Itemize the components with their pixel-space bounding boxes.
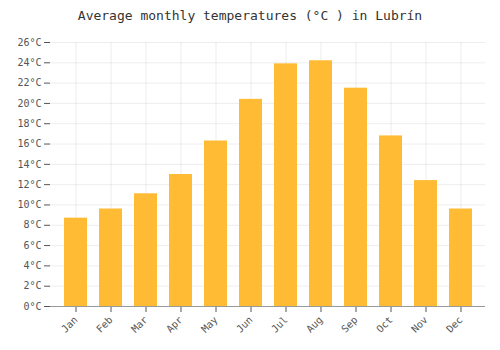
- svg-text:4°C: 4°C: [23, 260, 41, 271]
- svg-text:Jan: Jan: [59, 314, 80, 335]
- svg-text:Jun: Jun: [234, 314, 255, 335]
- svg-text:May: May: [199, 314, 220, 335]
- svg-text:Dec: Dec: [444, 314, 465, 335]
- svg-text:Oct: Oct: [374, 314, 395, 335]
- svg-text:Sep: Sep: [339, 314, 360, 335]
- svg-text:10°C: 10°C: [17, 199, 41, 210]
- svg-text:14°C: 14°C: [17, 159, 41, 170]
- svg-text:20°C: 20°C: [17, 98, 41, 109]
- svg-text:18°C: 18°C: [17, 118, 41, 129]
- svg-text:Nov: Nov: [409, 314, 430, 335]
- svg-text:24°C: 24°C: [17, 57, 41, 68]
- svg-text:Jul: Jul: [269, 314, 290, 335]
- svg-text:12°C: 12°C: [17, 179, 41, 190]
- svg-text:16°C: 16°C: [17, 138, 41, 149]
- html-text:Average monthly temperatures (: Average monthly temperatures (°C ) in Lu…: [77, 8, 423, 23]
- svg-text:2°C: 2°C: [23, 280, 41, 291]
- svg-text:Apr: Apr: [164, 314, 185, 335]
- svg-text:26°C: 26°C: [17, 37, 41, 48]
- svg-text:22°C: 22°C: [17, 77, 41, 88]
- svg-text:Feb: Feb: [94, 314, 115, 335]
- svg-text:Aug: Aug: [304, 314, 325, 335]
- svg-text:0°C: 0°C: [23, 301, 41, 312]
- svg-text:8°C: 8°C: [23, 219, 41, 230]
- svg-text:6°C: 6°C: [23, 240, 41, 251]
- svg-text:Mar: Mar: [129, 314, 150, 335]
